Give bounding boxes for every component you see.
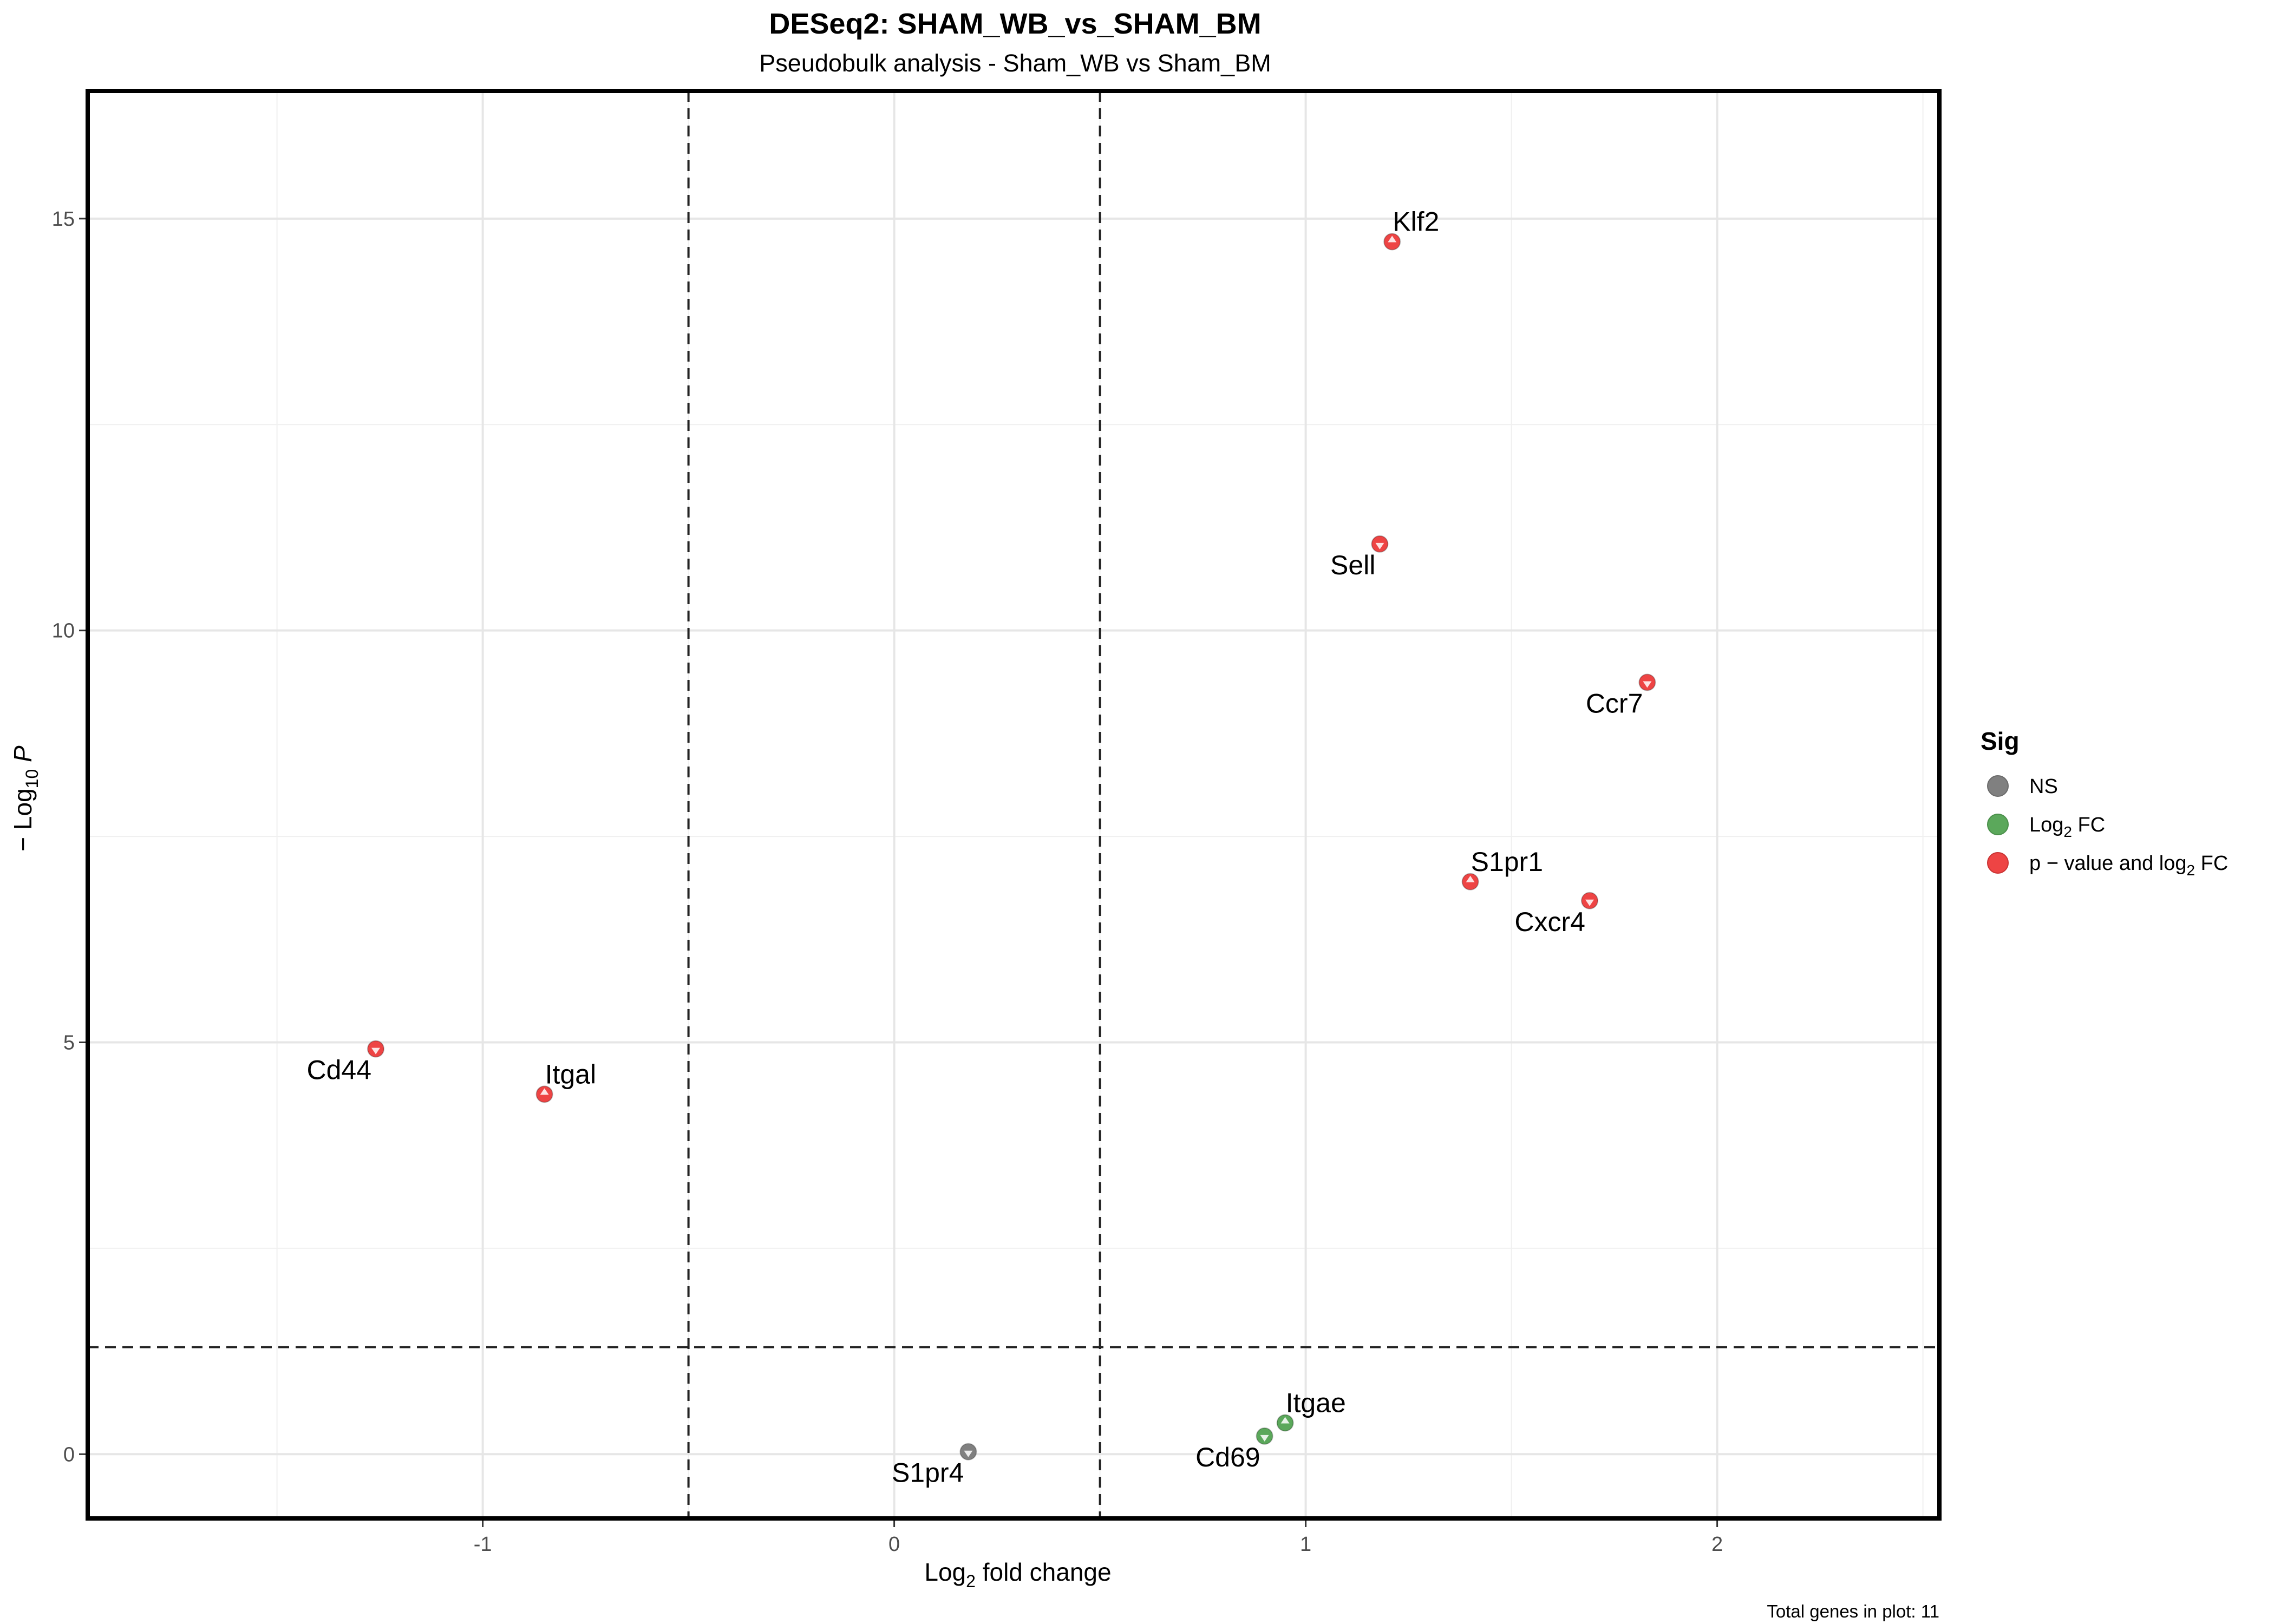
x-tick-label: 0: [888, 1533, 900, 1556]
data-point-cd69: [1256, 1427, 1273, 1445]
gene-label-cd69: Cd69: [1195, 1442, 1260, 1472]
x-axis-title: Log2 fold change: [924, 1558, 1111, 1591]
legend-label-ns: NS: [2029, 775, 2058, 798]
x-tick-label: 1: [1300, 1533, 1311, 1556]
gene-label-s1pr1: S1pr1: [1471, 847, 1543, 877]
plot-panel-border: [86, 89, 1942, 1521]
gene-label-itgae: Itgae: [1286, 1387, 1346, 1418]
data-point-sell: [1371, 535, 1389, 553]
legend-item-log2fc: Log2 FC: [1987, 814, 2105, 840]
legend-item-ns: NS: [1987, 775, 2058, 798]
axis-ticks: -1 0 1 2 0 5 10 15: [52, 208, 1723, 1556]
y-tick-label: 0: [63, 1443, 75, 1466]
legend-label-pvalue-log2fc: p − value and log2 FC: [2029, 852, 2228, 879]
y-tick-label: 15: [52, 208, 75, 231]
data-point-cxcr4: [1581, 892, 1598, 909]
data-point-klf2: [1383, 233, 1401, 251]
legend-label-log2fc: Log2 FC: [2029, 814, 2105, 840]
data-point-ccr7: [1638, 673, 1656, 691]
total-genes-caption: Total genes in plot: 11: [1767, 1601, 1939, 1621]
label-connector-arrow: [371, 1047, 380, 1055]
label-connector-arrow: [540, 1088, 549, 1095]
y-tick-label: 5: [63, 1031, 75, 1054]
legend-title: Sig: [1981, 727, 2020, 755]
x-tick-label: -1: [474, 1533, 492, 1556]
label-connector-arrow: [1260, 1435, 1269, 1442]
legend-key-log2fc: [1987, 814, 2009, 835]
label-connector-arrow: [964, 1450, 973, 1457]
legend-item-pvalue-log2fc: p − value and log2 FC: [1987, 852, 2228, 879]
data-points: [367, 233, 1656, 1461]
cutoff-lines: [88, 91, 1939, 1518]
data-point-itgal: [535, 1085, 553, 1103]
gene-label-ccr7: Ccr7: [1586, 689, 1643, 719]
y-axis-title: − Log10 P: [9, 745, 42, 852]
data-point-itgae: [1276, 1414, 1294, 1432]
data-point-s1pr1: [1461, 873, 1479, 890]
gene-label-klf2: Klf2: [1393, 206, 1439, 237]
chart-subtitle: Pseudobulk analysis - Sham_WB vs Sham_BM: [759, 49, 1271, 77]
gene-label-cxcr4: Cxcr4: [1514, 907, 1585, 937]
label-connector-arrow: [1375, 542, 1384, 549]
y-tick-label: 10: [52, 620, 75, 643]
gene-labels: Klf2 Sell Ccr7 S1pr1 Cxcr4 Cd44 Itgal Itgae Cd69…: [306, 206, 1643, 1488]
gene-label-cd44: Cd44: [306, 1055, 371, 1085]
chart-title: DESeq2: SHAM_WB_vs_SHAM_BM: [769, 8, 1261, 40]
data-point-cd44: [367, 1040, 384, 1058]
x-tick-label: 2: [1711, 1533, 1723, 1556]
label-connector-arrow: [1585, 899, 1594, 906]
label-connector-arrow: [1388, 235, 1397, 243]
label-connector-arrow: [1466, 875, 1475, 882]
gene-label-sell: Sell: [1330, 550, 1375, 580]
grid-lines: [88, 91, 1939, 1518]
gene-label-s1pr4: S1pr4: [892, 1458, 964, 1488]
label-connector-arrow: [1280, 1417, 1290, 1424]
legend: Sig NS Log2 FC p − value and log2 FC: [1981, 727, 2228, 879]
legend-key-ns: [1987, 775, 2009, 797]
label-connector-arrow: [1643, 681, 1652, 688]
data-point-s1pr4: [959, 1443, 977, 1461]
legend-key-pvalue-log2fc: [1987, 852, 2009, 874]
gene-label-itgal: Itgal: [545, 1059, 597, 1089]
